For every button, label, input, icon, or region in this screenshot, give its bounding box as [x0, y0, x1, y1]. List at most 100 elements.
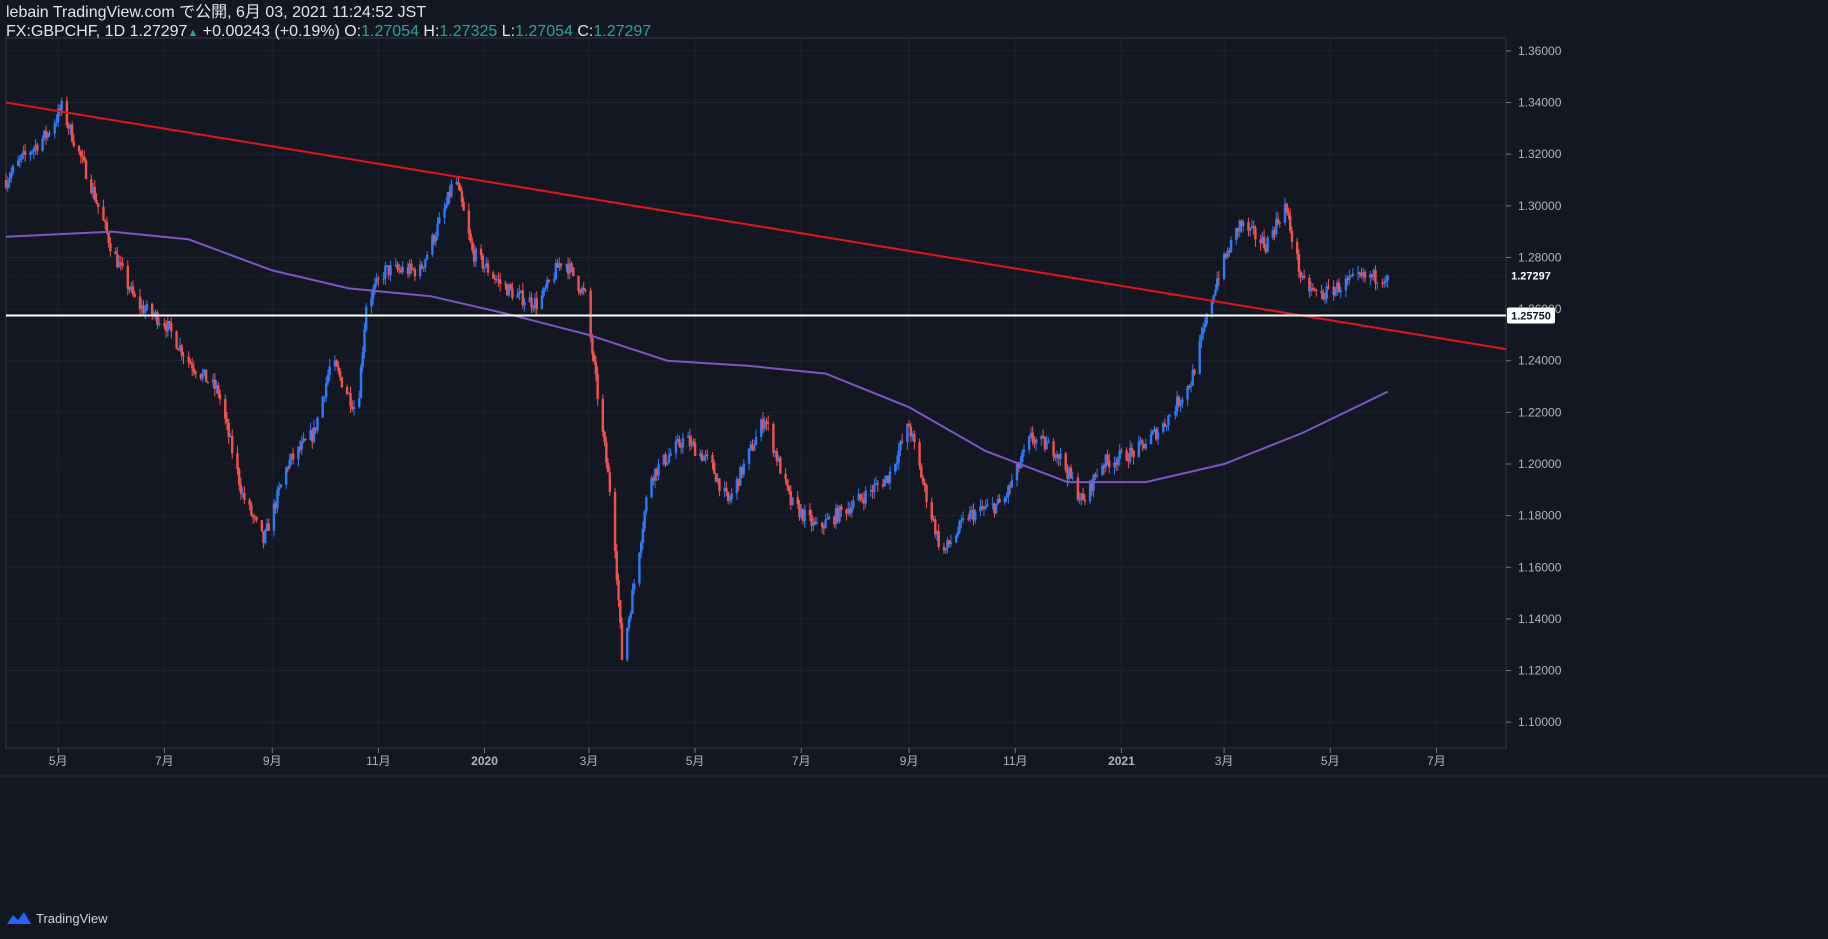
candle-body: [199, 373, 203, 379]
candle-body: [679, 445, 683, 448]
candle-body: [323, 396, 326, 398]
candle-body: [753, 445, 756, 451]
candle-body: [1261, 236, 1264, 244]
author-line: lebain TradingView.com で公開, 6月 03, 2021 …: [6, 4, 427, 21]
trendline[interactable]: [5, 101, 1507, 351]
time-axis[interactable]: 5月 7月 9月 11月 2020 3月 5月 7月 9月 11月 2021 3月 5月 7月: [49, 748, 1446, 768]
price-tick-label: 1.24000: [1518, 354, 1562, 368]
candle-body: [773, 451, 777, 453]
candle-body: [204, 369, 208, 382]
open-label: O:: [344, 23, 362, 40]
candle-body: [311, 430, 314, 442]
candle-body: [1151, 431, 1154, 435]
candle-body: [291, 453, 295, 460]
candle-body: [70, 124, 74, 142]
candle-body: [533, 298, 537, 309]
candle-body: [1094, 474, 1097, 477]
candle-body: [981, 506, 984, 510]
candle-body: [1174, 411, 1177, 416]
candle-body: [6, 182, 9, 188]
tradingview-logo-icon: [7, 912, 31, 924]
candle-body: [786, 479, 789, 487]
candle-body: [820, 522, 824, 527]
candle-body: [511, 288, 514, 298]
candle-body: [1069, 467, 1073, 478]
candle-body: [1153, 428, 1156, 432]
candle-body: [1137, 441, 1141, 457]
price-tick-label: 1.12000: [1518, 664, 1562, 678]
candle-body: [248, 499, 251, 505]
candle-body: [1186, 385, 1189, 400]
candle-body: [213, 379, 217, 390]
candle-body: [603, 431, 606, 443]
candle-body: [385, 265, 389, 267]
candle-body: [126, 265, 130, 289]
candle-body: [142, 305, 145, 314]
candle-body: [455, 182, 458, 184]
candle-body: [885, 475, 888, 480]
candle-body: [474, 248, 478, 262]
candle-body: [735, 478, 739, 494]
candle-body: [1275, 218, 1278, 235]
candle-body: [347, 392, 351, 394]
symbol-label: FX:GBPCHF, 1D: [6, 23, 126, 40]
candle-body: [363, 329, 366, 353]
close-label: C:: [577, 23, 594, 40]
high-label: H:: [423, 23, 440, 40]
candle-body: [1386, 275, 1389, 281]
candle-body: [406, 267, 410, 275]
candle-body: [615, 551, 618, 581]
time-tick-label: 7月: [1427, 754, 1446, 768]
candle-body: [714, 473, 718, 483]
candle-body: [556, 263, 559, 268]
candle-body: [572, 267, 575, 276]
moving-average-line: [5, 230, 1389, 484]
plot-frame: [5, 37, 1507, 749]
candle-body: [469, 233, 472, 242]
candle-body: [873, 484, 876, 492]
candle-body: [44, 130, 48, 138]
candle-body: [1141, 440, 1144, 444]
footer-brand[interactable]: TradingView: [6, 910, 108, 926]
candle-body: [1376, 282, 1379, 284]
candle-body: [558, 263, 561, 268]
candle-body: [1125, 450, 1128, 461]
candle-body: [888, 471, 892, 484]
candle-body: [693, 442, 697, 457]
candle-body: [967, 518, 970, 520]
time-tick-label: 3月: [580, 754, 599, 768]
candle-body: [577, 275, 580, 291]
candle-body: [361, 352, 364, 367]
candle-body: [84, 160, 88, 180]
price-axis[interactable]: 1.360001.340001.320001.300001.280001.260…: [1506, 44, 1562, 729]
candle-body: [552, 278, 556, 282]
candle-body: [907, 424, 911, 427]
candle-body: [462, 202, 465, 211]
candle-body: [1205, 313, 1208, 325]
candle-body: [1010, 480, 1014, 488]
candle-body: [918, 442, 921, 466]
candle-body: [492, 272, 495, 279]
candle-body: [554, 263, 558, 279]
candle-body: [749, 444, 752, 449]
candle-body: [1066, 469, 1069, 479]
ohlc-line: FX:GBPCHF, 1D 1.27297▲ +0.00243 (+0.19%)…: [6, 23, 651, 42]
candle-body: [471, 241, 474, 251]
candle-body: [645, 497, 648, 512]
candle-body: [920, 465, 923, 478]
candle-body: [1057, 454, 1060, 459]
candle-body: [114, 251, 117, 255]
candle-body: [495, 279, 498, 281]
candle-body: [375, 278, 378, 284]
candle-body: [822, 526, 826, 529]
candle-body: [566, 264, 570, 274]
price-tick-label: 1.18000: [1518, 509, 1562, 523]
candle-body: [231, 435, 234, 454]
candle-body: [810, 515, 813, 527]
candle-body: [1041, 436, 1045, 438]
candle-body: [1242, 221, 1245, 227]
candle-body: [69, 124, 72, 129]
candle-body: [1276, 218, 1280, 223]
candle-body: [1045, 442, 1048, 450]
